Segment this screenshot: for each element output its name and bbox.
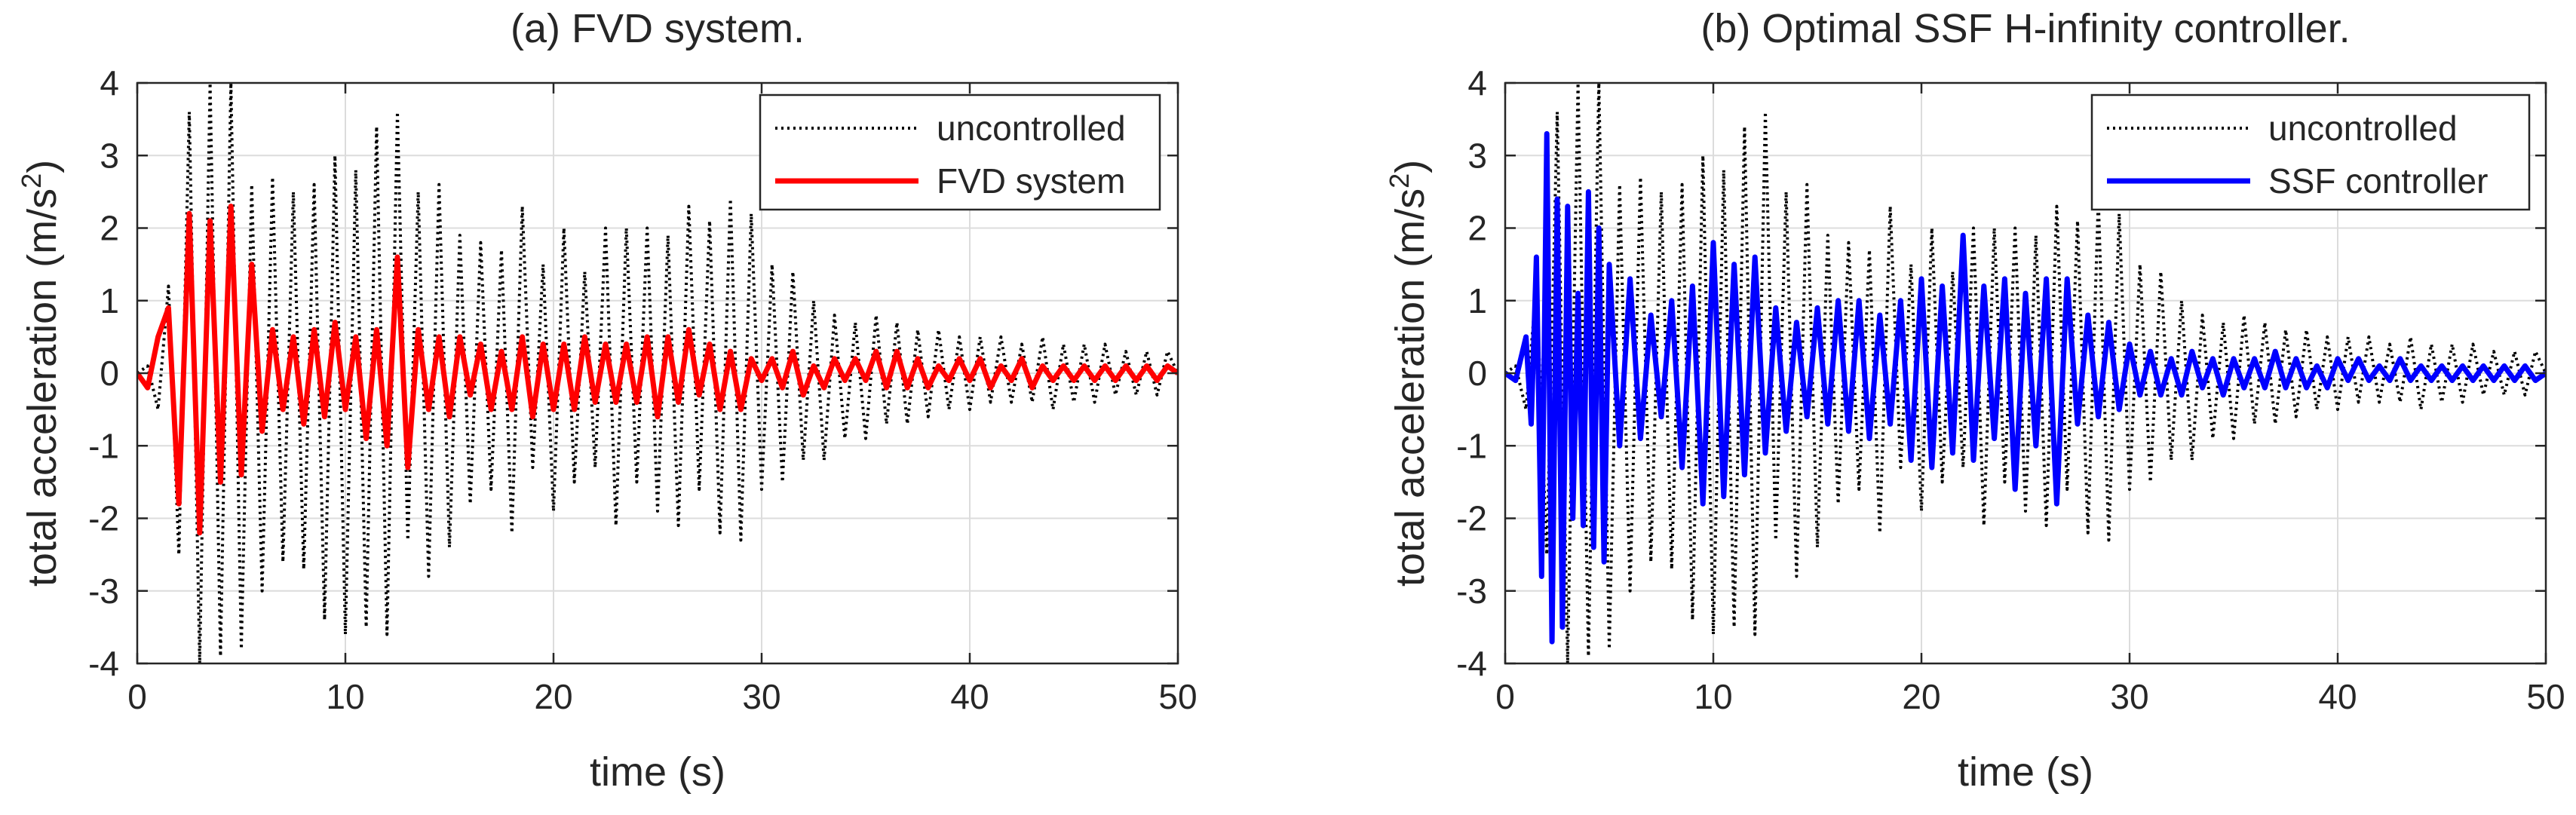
x-tick-label: 30 — [2110, 677, 2148, 716]
x-axis-label: time (s) — [1958, 749, 2093, 795]
legend-box — [2090, 93, 2531, 211]
legend: uncontrolled SSF controller — [2090, 93, 2531, 211]
y-tick-label: 1 — [1467, 281, 1487, 320]
legend-box — [759, 93, 1161, 211]
x-tick-label: 10 — [326, 677, 364, 716]
y-axis-label: total acceleration (m/s2) — [1384, 160, 1434, 587]
x-tick-label: 10 — [1694, 677, 1732, 716]
chart-b: 0 10 20 30 40 50 -4 -3 -2 -1 0 1 2 3 4 (b) Optimal SSF … — [1384, 6, 2565, 795]
y-tick-label: 0 — [1467, 354, 1487, 393]
y-tick-label: -1 — [88, 426, 119, 465]
y-tick-label: -4 — [88, 644, 119, 683]
y-tick-label: 2 — [100, 209, 119, 248]
legend-label: SSF controller — [2268, 161, 2488, 201]
y-tick-label: 2 — [1467, 209, 1487, 248]
x-tick-label: 40 — [950, 677, 989, 716]
series-line-fvd-system — [137, 204, 1178, 536]
x-tick-label: 20 — [1902, 677, 1940, 716]
y-tick-label: -2 — [88, 499, 119, 538]
y-tick-label: -4 — [1456, 644, 1487, 683]
y-tick-label: -2 — [1456, 499, 1487, 538]
x-tick-label: 20 — [534, 677, 572, 716]
y-tick-label: 4 — [1467, 63, 1487, 103]
series-line-uncontrolled — [137, 83, 1178, 663]
x-tick-label: 0 — [1495, 677, 1515, 716]
y-tick-label: 3 — [100, 136, 119, 175]
y-tick-label: -3 — [88, 571, 119, 611]
x-tick-label: 50 — [2526, 677, 2565, 716]
chart-a: 0 10 20 30 40 50 -4 -3 -2 -1 0 1 2 3 4 (a) FVD system. t… — [16, 6, 1198, 795]
x-tick-label: 0 — [127, 677, 147, 716]
y-tick-label: -3 — [1456, 571, 1487, 611]
y-tick-label: 1 — [100, 281, 119, 320]
x-tick-label: 30 — [742, 677, 780, 716]
series-line-ssf-controller — [1505, 130, 2546, 645]
chart-title: (a) FVD system. — [511, 6, 805, 51]
chart-title: (b) Optimal SSF H-infinity controller. — [1700, 6, 2350, 51]
legend-label: uncontrolled — [937, 109, 1126, 148]
legend-label: uncontrolled — [2268, 109, 2458, 148]
legend: uncontrolled FVD system — [759, 93, 1161, 211]
y-tick-label: 3 — [1467, 136, 1487, 175]
legend-label: FVD system — [937, 161, 1125, 201]
y-axis-label: total acceleration (m/s2) — [16, 160, 66, 587]
y-tick-label: 0 — [100, 354, 119, 393]
y-tick-label: -1 — [1456, 426, 1487, 465]
series-line-uncontrolled — [1505, 83, 2546, 663]
y-tick-label: 4 — [100, 63, 119, 103]
x-tick-label: 50 — [1158, 677, 1197, 716]
x-tick-label: 40 — [2318, 677, 2357, 716]
x-axis-label: time (s) — [590, 749, 725, 795]
